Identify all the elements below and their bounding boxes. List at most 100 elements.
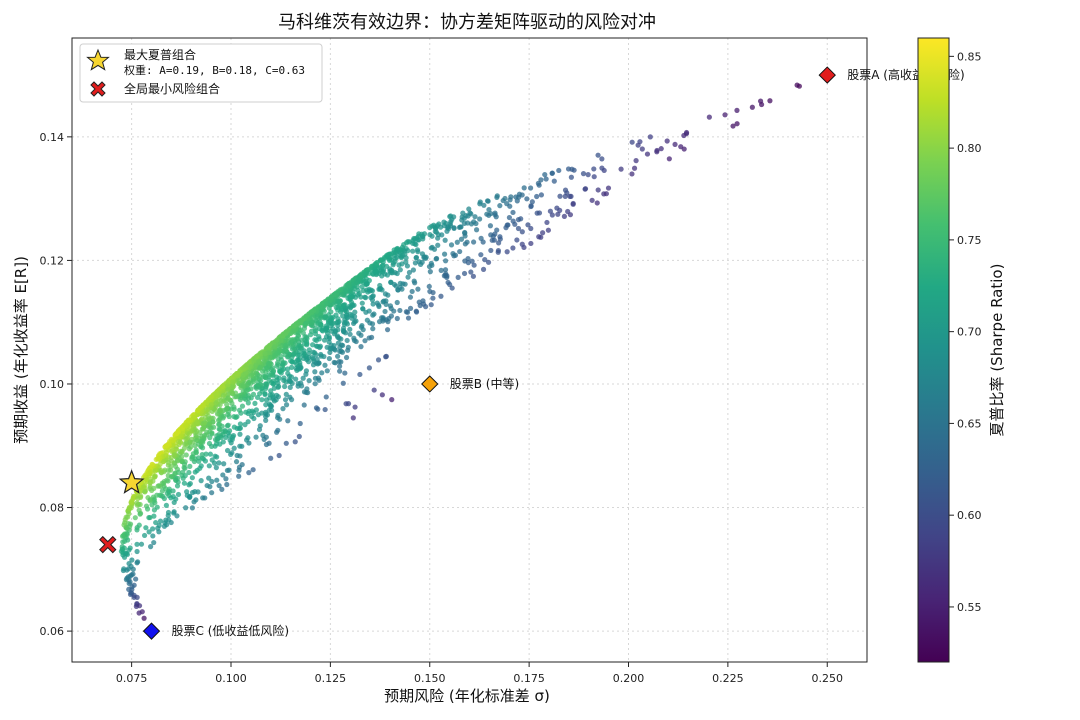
portfolio-point <box>363 295 369 301</box>
portfolio-point <box>543 176 549 182</box>
portfolio-point <box>262 373 268 380</box>
portfolio-point <box>415 249 421 255</box>
portfolio-point <box>302 334 308 340</box>
portfolio-point <box>454 239 460 245</box>
portfolio-point <box>233 371 239 378</box>
portfolio-point <box>327 298 333 304</box>
portfolio-point <box>299 337 305 343</box>
portfolio-point <box>135 559 141 565</box>
portfolio-point <box>413 309 420 315</box>
portfolio-point <box>433 256 439 262</box>
portfolio-point <box>216 460 222 466</box>
portfolio-point <box>358 344 364 350</box>
portfolio-point <box>589 197 595 203</box>
portfolio-point <box>165 509 172 516</box>
colorbar-tick-label-4: 0.75 <box>957 234 982 247</box>
portfolio-point <box>326 355 332 362</box>
portfolio-point <box>249 408 255 414</box>
portfolio-point <box>289 346 295 352</box>
portfolio-point <box>347 326 353 332</box>
portfolio-point <box>397 247 403 253</box>
portfolio-point <box>219 486 225 492</box>
portfolio-point <box>171 452 177 458</box>
portfolio-point <box>666 156 672 162</box>
portfolio-point <box>221 461 227 467</box>
portfolio-point <box>426 283 432 290</box>
portfolio-point <box>480 266 487 272</box>
portfolio-point <box>494 227 500 233</box>
portfolio-point <box>538 177 544 183</box>
portfolio-point <box>332 328 339 334</box>
portfolio-point <box>377 282 383 289</box>
portfolio-point <box>248 372 254 379</box>
portfolio-point <box>427 225 433 231</box>
portfolio-point <box>192 469 198 475</box>
portfolio-point <box>214 477 220 483</box>
portfolio-point <box>274 337 280 343</box>
portfolio-point <box>450 250 456 257</box>
portfolio-point <box>136 603 143 609</box>
portfolio-point <box>442 237 448 243</box>
portfolio-point <box>749 104 755 110</box>
portfolio-point <box>504 222 510 228</box>
portfolio-point <box>561 213 568 219</box>
portfolio-point <box>126 580 132 587</box>
portfolio-point <box>258 377 264 384</box>
colorbar-gradient <box>917 37 950 663</box>
portfolio-point <box>340 313 346 319</box>
portfolio-point <box>379 287 385 293</box>
portfolio-point <box>591 166 597 172</box>
portfolio-point <box>136 507 142 513</box>
portfolio-point <box>346 283 352 289</box>
portfolio-point <box>231 404 237 410</box>
portfolio-point <box>460 210 466 216</box>
portfolio-point <box>233 459 240 465</box>
portfolio-point <box>204 399 210 406</box>
portfolio-point <box>130 571 136 577</box>
portfolio-point <box>236 407 243 413</box>
portfolio-point <box>316 336 322 342</box>
portfolio-point <box>131 582 137 588</box>
portfolio-point <box>549 170 555 176</box>
portfolio-point <box>369 334 375 340</box>
y-tick-label-3: 0.12 <box>40 254 65 267</box>
portfolio-point <box>312 369 318 375</box>
portfolio-point <box>326 339 332 345</box>
portfolio-point <box>153 519 159 526</box>
portfolio-point <box>168 474 174 480</box>
portfolio-point <box>706 114 712 120</box>
plot-grid <box>72 38 867 662</box>
portfolio-point <box>136 610 142 616</box>
portfolio-point <box>280 361 286 368</box>
portfolio-point <box>206 475 212 481</box>
portfolio-point <box>323 394 329 400</box>
portfolio-point <box>283 440 289 446</box>
portfolio-point <box>335 298 341 304</box>
legend-entry-min-risk: 全局最小风险组合 <box>90 81 220 97</box>
portfolio-point <box>175 479 181 485</box>
portfolio-point <box>296 433 302 440</box>
portfolio-point <box>212 453 218 459</box>
portfolio-point <box>473 227 480 233</box>
portfolio-point <box>506 214 513 221</box>
portfolio-point <box>264 365 270 371</box>
portfolio-point <box>255 394 261 401</box>
portfolio-point <box>538 192 545 198</box>
portfolio-point <box>135 495 141 502</box>
portfolio-point <box>168 458 175 464</box>
portfolio-point <box>183 505 189 511</box>
portfolio-point <box>128 589 134 596</box>
portfolio-point <box>262 350 268 357</box>
portfolio-point <box>208 443 215 449</box>
portfolio-point <box>301 402 307 408</box>
portfolio-point <box>288 397 295 403</box>
portfolio-point <box>618 166 624 172</box>
portfolio-point <box>157 518 164 524</box>
portfolio-point <box>767 98 773 104</box>
portfolio-point <box>529 199 535 205</box>
portfolio-point <box>224 447 231 454</box>
portfolio-point <box>279 367 285 373</box>
portfolio-point <box>494 194 500 200</box>
portfolio-point <box>179 454 185 460</box>
